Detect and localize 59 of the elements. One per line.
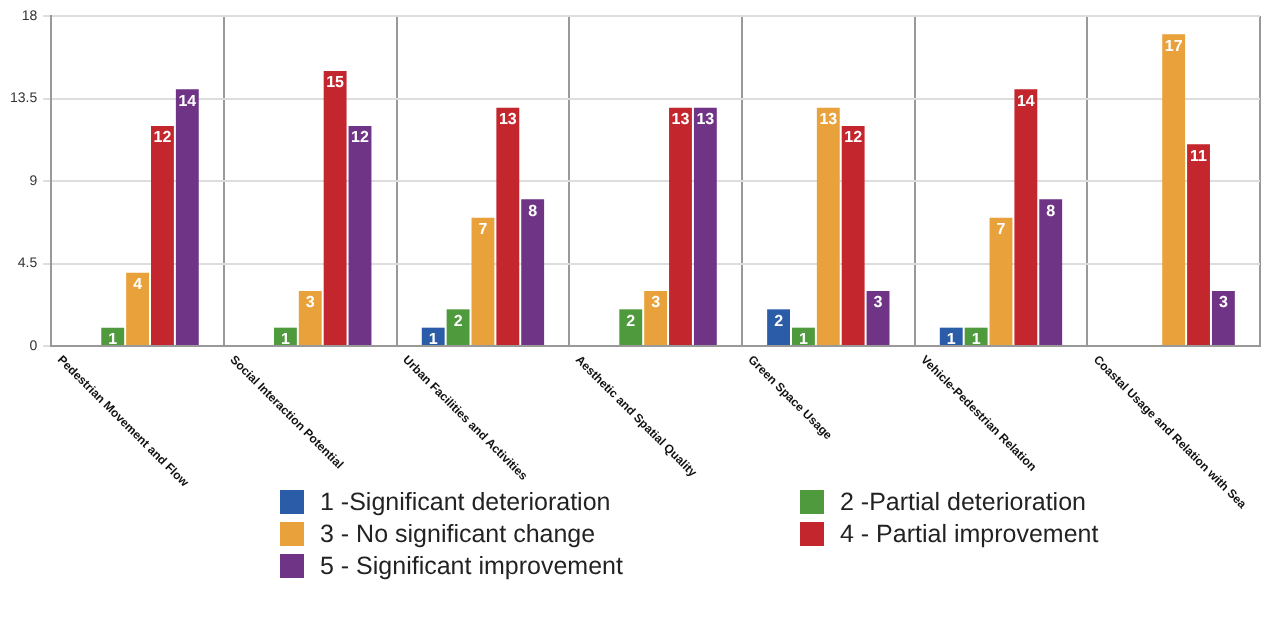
bar xyxy=(496,107,520,345)
data-label: 12 xyxy=(153,128,173,147)
data-label: 1 xyxy=(280,330,291,349)
bar xyxy=(644,291,668,345)
data-label: 17 xyxy=(1164,36,1184,55)
bar xyxy=(1187,144,1210,345)
data-label: 8 xyxy=(528,201,539,220)
bar xyxy=(151,126,174,345)
legend-label: 4 - Partial improvement xyxy=(840,520,1099,548)
data-label: 3 xyxy=(1218,293,1229,312)
legend-label: 5 - Significant improvement xyxy=(320,552,623,580)
bar xyxy=(693,107,717,345)
legend-label: 2 -Partial deterioration xyxy=(840,488,1086,516)
bar xyxy=(471,217,495,345)
bar xyxy=(816,107,840,345)
data-label: 14 xyxy=(1016,91,1036,110)
bar xyxy=(126,272,150,345)
data-label: 1 xyxy=(971,330,982,349)
data-label: 13 xyxy=(819,110,839,129)
data-label: 8 xyxy=(1046,201,1057,220)
data-label: 3 xyxy=(305,293,316,312)
bar xyxy=(866,291,890,345)
data-label: 1 xyxy=(428,330,439,349)
data-label: 7 xyxy=(996,220,1007,239)
data-label: 13 xyxy=(696,110,716,129)
bar xyxy=(989,217,1013,345)
bar xyxy=(841,126,865,345)
bar xyxy=(323,71,347,345)
bar xyxy=(521,199,545,345)
bar xyxy=(348,126,372,345)
bar xyxy=(1039,199,1063,345)
bar xyxy=(446,309,470,345)
data-label: 2 xyxy=(453,311,464,330)
bar xyxy=(767,309,791,345)
bar xyxy=(175,89,199,345)
bar xyxy=(619,309,643,345)
data-label: 12 xyxy=(351,128,370,147)
data-label: 3 xyxy=(651,293,662,312)
data-label: 11 xyxy=(1190,146,1209,165)
data-label: 12 xyxy=(844,128,864,147)
bar xyxy=(298,291,322,345)
data-label: 7 xyxy=(478,220,489,239)
data-label: 2 xyxy=(774,311,785,330)
data-label: 1 xyxy=(798,330,809,349)
bar xyxy=(1211,291,1235,345)
data-label: 15 xyxy=(326,73,346,92)
data-label: 4 xyxy=(133,275,144,294)
legend-label: 1 -Significant deterioration xyxy=(320,488,611,516)
data-label: 14 xyxy=(178,91,198,110)
data-label: 3 xyxy=(873,293,884,312)
data-label: 1 xyxy=(946,330,957,349)
data-label: 2 xyxy=(626,311,637,330)
data-label: 1 xyxy=(108,330,119,349)
data-label: 13 xyxy=(498,110,518,129)
bar xyxy=(1162,34,1186,345)
bar xyxy=(669,107,692,345)
legend-label: 3 - No significant change xyxy=(320,520,596,548)
data-label: 13 xyxy=(671,110,691,129)
bar xyxy=(1014,89,1038,345)
